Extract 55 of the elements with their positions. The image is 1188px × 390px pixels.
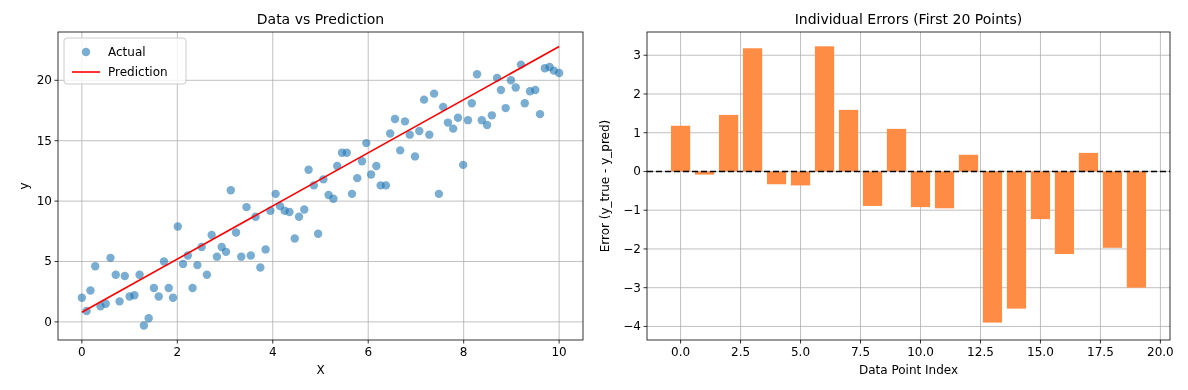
y-tick-label: 0 bbox=[633, 164, 641, 179]
bar bbox=[838, 109, 859, 172]
bar bbox=[934, 171, 955, 209]
bar bbox=[958, 154, 979, 172]
x-tick-label: 6 bbox=[364, 345, 373, 359]
x-tick-label: 10 bbox=[551, 345, 567, 359]
y-tick-label: 10 bbox=[36, 194, 52, 209]
bar bbox=[1006, 171, 1027, 309]
y-tick-label: −4 bbox=[623, 319, 641, 334]
bar bbox=[766, 171, 787, 185]
bar bbox=[1030, 171, 1051, 220]
chart-title: Data vs Prediction bbox=[256, 11, 385, 27]
x-tick-label: 0.0 bbox=[671, 345, 691, 359]
x-tick-label: 10.0 bbox=[907, 345, 934, 359]
bar bbox=[718, 114, 739, 172]
y-tick-label: −2 bbox=[623, 241, 641, 256]
y-tick-label: 20 bbox=[36, 73, 52, 88]
x-tick-label: 4 bbox=[268, 345, 277, 359]
x-tick-label: 12.5 bbox=[967, 345, 994, 359]
bar bbox=[862, 171, 883, 206]
y-tick-label: 5 bbox=[44, 254, 52, 269]
x-axis-title: X bbox=[316, 363, 325, 377]
bar bbox=[1078, 152, 1099, 172]
chart-title: Individual Errors (First 20 Points) bbox=[794, 11, 1023, 27]
bar bbox=[670, 125, 691, 172]
x-tick-label: 0 bbox=[78, 345, 86, 359]
x-tick-label: 15.0 bbox=[1027, 345, 1054, 359]
x-tick-label: 8 bbox=[459, 345, 468, 359]
x-tick-label: 7.5 bbox=[850, 345, 871, 359]
bar bbox=[1054, 171, 1075, 254]
y-tick-label: −3 bbox=[623, 280, 641, 295]
y-tick-label: 15 bbox=[36, 133, 52, 148]
bar bbox=[910, 171, 931, 208]
bar bbox=[982, 171, 1003, 323]
bar bbox=[790, 171, 811, 186]
legend-label: Actual bbox=[108, 45, 146, 59]
y-axis-title: y bbox=[17, 182, 31, 190]
bar bbox=[1102, 171, 1123, 248]
y-tick-label: 1 bbox=[633, 125, 641, 140]
y-tick-label: 3 bbox=[633, 48, 641, 63]
bar bbox=[1126, 171, 1147, 288]
x-tick-label: 20.0 bbox=[1147, 345, 1174, 359]
y-axis-title: Error (y_true - y_pred) bbox=[598, 119, 612, 253]
bar bbox=[742, 48, 763, 172]
bar bbox=[886, 128, 907, 172]
x-tick-label: 2 bbox=[173, 345, 182, 359]
x-tick-label: 5.0 bbox=[790, 345, 811, 359]
y-tick-label: 0 bbox=[44, 314, 52, 329]
x-axis-title: Data Point Index bbox=[858, 363, 959, 377]
bar bbox=[814, 46, 835, 172]
legend-label: Prediction bbox=[108, 65, 168, 79]
x-tick-label: 17.5 bbox=[1087, 345, 1114, 359]
y-tick-label: 2 bbox=[633, 86, 641, 101]
y-tick-label: −1 bbox=[623, 203, 641, 218]
x-tick-label: 2.5 bbox=[731, 345, 751, 359]
